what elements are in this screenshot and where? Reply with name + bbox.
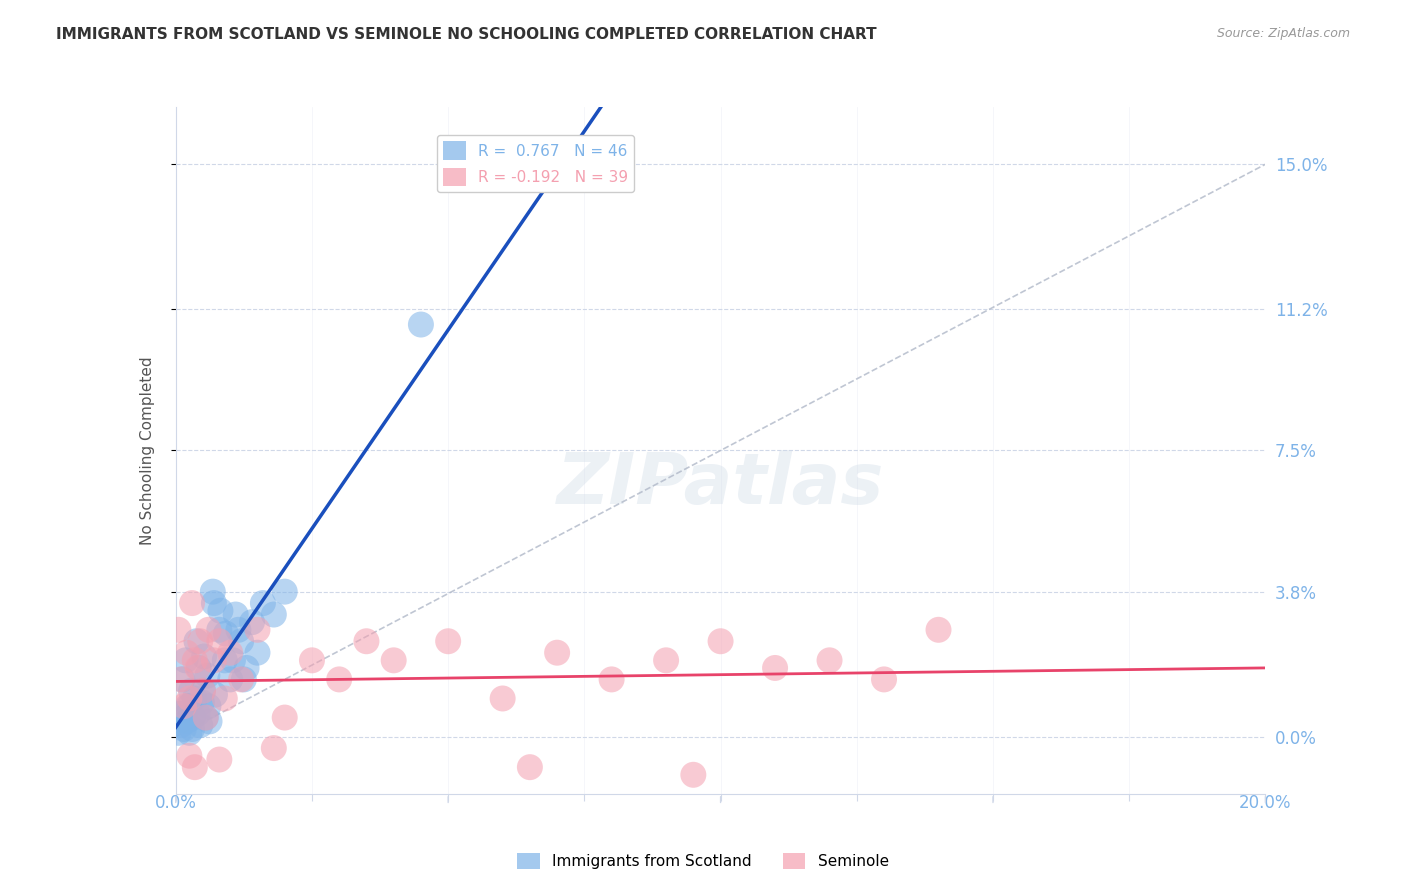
Point: [172, 673, 194, 687]
Point: [177, 699, 200, 714]
Point: [169, 706, 191, 721]
Point: [246, 623, 269, 637]
Point: [179, 748, 201, 763]
Point: [170, 673, 193, 687]
Point: [215, 626, 238, 640]
Point: [274, 710, 297, 724]
Point: [655, 653, 678, 667]
Point: [437, 634, 460, 648]
Point: [186, 706, 209, 721]
Point: [179, 726, 201, 740]
Y-axis label: No Schooling Completed: No Schooling Completed: [141, 356, 155, 545]
Point: [194, 710, 217, 724]
Point: [184, 760, 207, 774]
Point: [204, 688, 226, 702]
Point: [263, 741, 285, 756]
Point: [219, 646, 242, 660]
Point: [519, 760, 541, 774]
Point: [201, 584, 224, 599]
Point: [194, 710, 217, 724]
Text: ZIPatlas: ZIPatlas: [557, 450, 884, 519]
Point: [176, 646, 198, 660]
Point: [225, 607, 247, 622]
Point: [228, 623, 250, 637]
Point: [209, 604, 232, 618]
Point: [232, 673, 254, 687]
Point: [214, 653, 236, 667]
Point: [198, 714, 221, 729]
Point: [173, 699, 195, 714]
Point: [873, 673, 896, 687]
Point: [928, 623, 950, 637]
Point: [546, 646, 568, 660]
Point: [191, 683, 214, 698]
Point: [193, 649, 215, 664]
Point: [181, 722, 204, 736]
Point: [181, 710, 204, 724]
Point: [173, 710, 195, 724]
Point: [167, 726, 190, 740]
Point: [173, 722, 195, 736]
Text: 0.0%: 0.0%: [155, 794, 197, 812]
Point: [191, 683, 214, 698]
Text: Source: ZipAtlas.com: Source: ZipAtlas.com: [1216, 27, 1350, 40]
Point: [492, 691, 515, 706]
Point: [252, 596, 274, 610]
Point: [184, 691, 207, 706]
Point: [179, 699, 201, 714]
Text: IMMIGRANTS FROM SCOTLAND VS SEMINOLE NO SCHOOLING COMPLETED CORRELATION CHART: IMMIGRANTS FROM SCOTLAND VS SEMINOLE NO …: [56, 27, 877, 42]
Legend: R =  0.767   N = 46, R = -0.192   N = 39: R = 0.767 N = 46, R = -0.192 N = 39: [437, 136, 634, 193]
Point: [176, 714, 198, 729]
Point: [231, 634, 253, 648]
Point: [818, 653, 841, 667]
Point: [208, 634, 231, 648]
Point: [170, 718, 193, 732]
Point: [188, 634, 211, 648]
Point: [240, 615, 263, 630]
Point: [186, 634, 208, 648]
Legend: Immigrants from Scotland, Seminole: Immigrants from Scotland, Seminole: [512, 847, 894, 875]
Point: [231, 673, 253, 687]
Point: [382, 653, 405, 667]
Point: [186, 661, 209, 675]
Point: [179, 691, 201, 706]
Point: [409, 318, 432, 332]
Point: [356, 634, 378, 648]
Point: [214, 691, 236, 706]
Point: [219, 673, 242, 687]
Point: [188, 718, 211, 732]
Point: [246, 646, 269, 660]
Point: [195, 668, 218, 682]
Point: [167, 623, 190, 637]
Point: [197, 623, 219, 637]
Point: [328, 673, 350, 687]
Point: [202, 653, 225, 667]
Point: [263, 607, 285, 622]
Point: [301, 653, 323, 667]
Point: [600, 673, 623, 687]
Point: [710, 634, 733, 648]
Text: 20.0%: 20.0%: [1239, 794, 1292, 812]
Point: [235, 661, 257, 675]
Point: [682, 768, 704, 782]
Point: [197, 699, 219, 714]
Point: [181, 596, 204, 610]
Point: [191, 695, 214, 709]
Point: [208, 623, 231, 637]
Point: [187, 661, 209, 675]
Point: [208, 753, 231, 767]
Point: [222, 653, 245, 667]
Point: [202, 596, 225, 610]
Point: [184, 653, 207, 667]
Point: [180, 683, 202, 698]
Point: [763, 661, 786, 675]
Point: [174, 653, 197, 667]
Point: [274, 584, 297, 599]
